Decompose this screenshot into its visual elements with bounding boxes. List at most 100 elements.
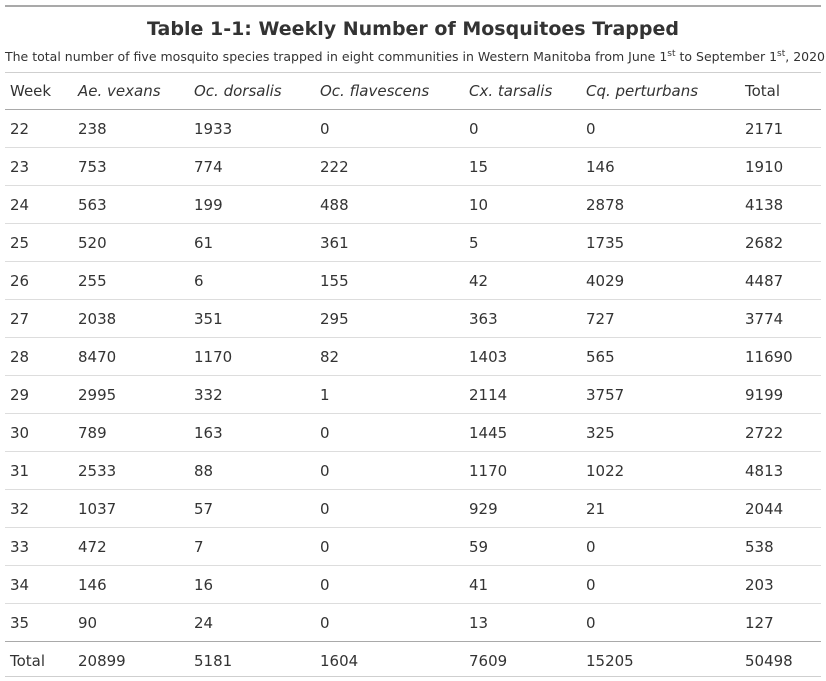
cell-total: 2171	[745, 119, 784, 138]
cell-oc-flavescens: 0	[320, 575, 330, 594]
table-subtitle: The total number of five mosquito specie…	[5, 48, 825, 66]
cell-oc-dorsalis: 332	[194, 385, 223, 404]
cell-total: 4138	[745, 195, 784, 214]
cell-total: 203	[745, 575, 774, 594]
table-row: 29 2995 332 1 2114 3757 9199	[5, 376, 821, 414]
cell-total: 1910	[745, 157, 784, 176]
cell-oc-flavescens: 155	[320, 271, 349, 290]
table-row: 32 1037 57 0 929 21 2044	[5, 490, 821, 528]
cell-cx-tarsalis: 1445	[469, 423, 508, 442]
total-oc-dorsalis: 5181	[189, 641, 315, 680]
total-cq-perturbans: 15205	[581, 641, 740, 680]
cell-oc-dorsalis: 774	[194, 157, 223, 176]
cell-oc-dorsalis: 24	[194, 613, 214, 632]
cell-oc-dorsalis: 199	[194, 195, 223, 214]
cell-ae-vexans: 472	[78, 537, 107, 556]
cell-oc-flavescens: 488	[320, 195, 349, 214]
cell-oc-flavescens: 1	[320, 385, 330, 404]
subtitle-text-start: The total number of five mosquito specie…	[5, 49, 668, 64]
cell-total: 9199	[745, 385, 784, 404]
cell-cq-perturbans: 1735	[586, 233, 625, 252]
cell-cx-tarsalis: 42	[469, 271, 489, 290]
cell-cx-tarsalis: 5	[469, 233, 479, 252]
cell-week: 33	[10, 537, 30, 556]
cell-ae-vexans: 255	[78, 271, 107, 290]
total-grand: 50498	[740, 641, 821, 680]
cell-ae-vexans: 146	[78, 575, 107, 594]
total-cx-tarsalis: 7609	[464, 641, 581, 680]
header-week: Week	[10, 82, 52, 100]
cell-week: 31	[10, 461, 30, 480]
cell-total: 11690	[745, 347, 793, 366]
header-total: Total	[745, 82, 781, 100]
cell-ae-vexans: 1037	[78, 499, 117, 518]
table-title: Table 1-1: Weekly Number of Mosquitoes T…	[147, 18, 679, 40]
cell-oc-dorsalis: 7	[194, 537, 204, 556]
cell-oc-dorsalis: 1933	[194, 119, 233, 138]
cell-week: 28	[10, 347, 30, 366]
cell-oc-flavescens: 0	[320, 537, 330, 556]
cell-cx-tarsalis: 929	[469, 499, 498, 518]
cell-week: 27	[10, 309, 30, 328]
cell-ae-vexans: 238	[78, 119, 107, 138]
cell-total: 2722	[745, 423, 784, 442]
cell-ae-vexans: 2038	[78, 309, 117, 328]
total-row: Total 20899 5181 1604 7609 15205 50498	[5, 641, 821, 680]
cell-cq-perturbans: 0	[586, 119, 596, 138]
cell-oc-flavescens: 0	[320, 461, 330, 480]
cell-oc-dorsalis: 88	[194, 461, 214, 480]
table-row: 30 789 163 0 1445 325 2722	[5, 414, 821, 452]
cell-week: 25	[10, 233, 30, 252]
cell-cq-perturbans: 727	[586, 309, 615, 328]
total-ae-vexans: 20899	[73, 641, 189, 680]
cell-oc-flavescens: 0	[320, 423, 330, 442]
cell-oc-dorsalis: 57	[194, 499, 214, 518]
cell-ae-vexans: 563	[78, 195, 107, 214]
cell-cq-perturbans: 565	[586, 347, 615, 366]
cell-cq-perturbans: 325	[586, 423, 615, 442]
table-row: 33 472 7 0 59 0 538	[5, 528, 821, 566]
cell-week: 30	[10, 423, 30, 442]
header-cx-tarsalis: Cx. tarsalis	[469, 82, 553, 100]
cell-cx-tarsalis: 41	[469, 575, 489, 594]
cell-week: 24	[10, 195, 30, 214]
cell-total: 4813	[745, 461, 784, 480]
cell-oc-dorsalis: 16	[194, 575, 214, 594]
table-row: 26 255 6 155 42 4029 4487	[5, 262, 821, 300]
cell-cq-perturbans: 2878	[586, 195, 625, 214]
cell-total: 538	[745, 537, 774, 556]
cell-cx-tarsalis: 0	[469, 119, 479, 138]
cell-total: 2682	[745, 233, 784, 252]
cell-week: 34	[10, 575, 30, 594]
cell-cx-tarsalis: 1403	[469, 347, 508, 366]
total-oc-flavescens: 1604	[315, 641, 464, 680]
header-row: Week Ae. vexans Oc. dorsalis Oc. flavesc…	[5, 72, 821, 110]
cell-cx-tarsalis: 59	[469, 537, 489, 556]
table-row: 31 2533 88 0 1170 1022 4813	[5, 452, 821, 490]
cell-cx-tarsalis: 10	[469, 195, 489, 214]
cell-week: 23	[10, 157, 30, 176]
cell-ae-vexans: 2533	[78, 461, 117, 480]
cell-cq-perturbans: 4029	[586, 271, 625, 290]
cell-oc-dorsalis: 61	[194, 233, 214, 252]
cell-oc-flavescens: 0	[320, 119, 330, 138]
cell-total: 127	[745, 613, 774, 632]
table-row: 25 520 61 361 5 1735 2682	[5, 224, 821, 262]
cell-cx-tarsalis: 1170	[469, 461, 508, 480]
cell-oc-dorsalis: 351	[194, 309, 223, 328]
cell-cq-perturbans: 21	[586, 499, 606, 518]
cell-week: 32	[10, 499, 30, 518]
cell-oc-flavescens: 82	[320, 347, 340, 366]
header-oc-flavescens: Oc. flavescens	[320, 82, 430, 100]
subtitle-text-end: , 2020	[785, 49, 826, 64]
cell-week: 26	[10, 271, 30, 290]
table-row: 22 238 1933 0 0 0 2171	[5, 110, 821, 148]
cell-ae-vexans: 2995	[78, 385, 117, 404]
cell-total: 4487	[745, 271, 784, 290]
subtitle-text-middle: to September 1	[675, 49, 778, 64]
cell-oc-flavescens: 295	[320, 309, 349, 328]
cell-total: 2044	[745, 499, 784, 518]
table-row: 35 90 24 0 13 0 127	[5, 604, 821, 642]
subtitle-superscript-2: st	[777, 49, 786, 59]
table-row: 27 2038 351 295 363 727 3774	[5, 300, 821, 338]
